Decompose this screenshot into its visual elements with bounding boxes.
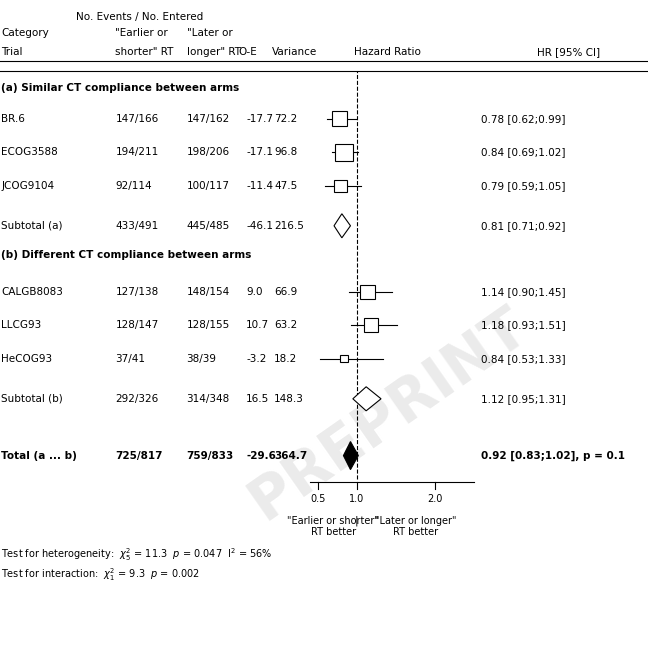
Text: -46.1: -46.1: [246, 221, 273, 230]
Text: 364.7: 364.7: [274, 451, 308, 460]
Text: 9.0: 9.0: [246, 287, 263, 297]
Text: 37/41: 37/41: [115, 354, 145, 363]
Text: "Later or longer"
RT better: "Later or longer" RT better: [375, 516, 456, 537]
Text: longer" RT: longer" RT: [187, 47, 241, 57]
Text: Total (a ... b): Total (a ... b): [1, 451, 77, 460]
Text: JCOG9104: JCOG9104: [1, 181, 54, 190]
Text: 1.12 [0.95;1.31]: 1.12 [0.95;1.31]: [480, 394, 566, 403]
Bar: [332, 112, 347, 126]
Bar: [335, 144, 353, 161]
Text: 148.3: 148.3: [274, 394, 304, 403]
Text: |: |: [355, 516, 358, 526]
Bar: [334, 180, 346, 192]
Text: Hazard Ratio: Hazard Ratio: [354, 47, 421, 57]
Text: No. Events / No. Entered: No. Events / No. Entered: [76, 12, 203, 21]
Text: 1.18 [0.93;1.51]: 1.18 [0.93;1.51]: [480, 321, 566, 330]
Polygon shape: [334, 214, 350, 238]
Text: 92/114: 92/114: [115, 181, 152, 190]
Text: 0.5: 0.5: [310, 494, 325, 504]
Text: 433/491: 433/491: [115, 221, 158, 230]
Text: 314/348: 314/348: [187, 394, 230, 403]
Text: Subtotal (b): Subtotal (b): [1, 394, 63, 403]
Text: 148/154: 148/154: [187, 287, 230, 297]
Text: 72.2: 72.2: [274, 114, 298, 124]
Text: 1.14 [0.90;1.45]: 1.14 [0.90;1.45]: [480, 287, 566, 297]
Text: 445/485: 445/485: [187, 221, 230, 230]
Text: 96.8: 96.8: [274, 148, 298, 157]
Text: Trial: Trial: [1, 47, 23, 57]
Text: 127/138: 127/138: [115, 287, 158, 297]
Text: 194/211: 194/211: [115, 148, 158, 157]
Text: shorter" RT: shorter" RT: [115, 47, 174, 57]
Text: 38/39: 38/39: [187, 354, 216, 363]
Text: (b) Different CT compliance between arms: (b) Different CT compliance between arms: [1, 250, 251, 260]
Text: "Earlier or: "Earlier or: [115, 29, 168, 38]
Text: 0.81 [0.71;0.92]: 0.81 [0.71;0.92]: [480, 221, 566, 230]
Text: 0.84 [0.69;1.02]: 0.84 [0.69;1.02]: [480, 148, 566, 157]
Text: "Earlier or shorter"
RT better: "Earlier or shorter" RT better: [287, 516, 380, 537]
Text: CALGB8083: CALGB8083: [1, 287, 63, 297]
Bar: [341, 355, 348, 363]
Text: 128/155: 128/155: [187, 321, 230, 330]
Text: 10.7: 10.7: [246, 321, 269, 330]
Text: HeCOG93: HeCOG93: [1, 354, 52, 363]
Text: 66.9: 66.9: [274, 287, 298, 297]
Text: 725/817: 725/817: [115, 451, 163, 460]
Text: -17.7: -17.7: [246, 114, 273, 124]
Text: 63.2: 63.2: [274, 321, 298, 330]
Text: O-E: O-E: [238, 47, 257, 57]
Text: (a) Similar CT compliance between arms: (a) Similar CT compliance between arms: [1, 84, 240, 93]
Text: 147/162: 147/162: [187, 114, 230, 124]
Text: 128/147: 128/147: [115, 321, 158, 330]
Text: 198/206: 198/206: [187, 148, 230, 157]
Text: 18.2: 18.2: [274, 354, 298, 363]
Polygon shape: [343, 442, 358, 470]
Text: LLCG93: LLCG93: [1, 321, 42, 330]
Text: -11.4: -11.4: [246, 181, 273, 190]
Text: Test for interaction:  $\chi^2_1$ = 9.3  $p$ = 0.002: Test for interaction: $\chi^2_1$ = 9.3 $…: [1, 566, 201, 583]
Bar: [364, 318, 378, 333]
Text: 2.0: 2.0: [428, 494, 443, 504]
Text: 100/117: 100/117: [187, 181, 230, 190]
Text: 0.84 [0.53;1.33]: 0.84 [0.53;1.33]: [480, 354, 566, 363]
Text: 0.92 [0.83;1.02], p = 0.1: 0.92 [0.83;1.02], p = 0.1: [480, 450, 625, 461]
Text: 147/166: 147/166: [115, 114, 158, 124]
Bar: [360, 285, 376, 299]
Text: HR [95% CI]: HR [95% CI]: [537, 47, 600, 57]
Text: 292/326: 292/326: [115, 394, 158, 403]
Text: 47.5: 47.5: [274, 181, 298, 190]
Polygon shape: [353, 387, 381, 411]
Text: PREPRINT: PREPRINT: [239, 297, 539, 531]
Text: 0.79 [0.59;1.05]: 0.79 [0.59;1.05]: [480, 181, 566, 190]
Text: "Later or: "Later or: [187, 29, 232, 38]
Text: -29.6: -29.6: [246, 451, 276, 460]
Text: 216.5: 216.5: [274, 221, 304, 230]
Text: ECOG3588: ECOG3588: [1, 148, 58, 157]
Text: 759/833: 759/833: [187, 451, 234, 460]
Text: Variance: Variance: [272, 47, 317, 57]
Text: -17.1: -17.1: [246, 148, 273, 157]
Text: 1.0: 1.0: [349, 494, 364, 504]
Text: Category: Category: [1, 29, 49, 38]
Text: 16.5: 16.5: [246, 394, 269, 403]
Text: Subtotal (a): Subtotal (a): [1, 221, 63, 230]
Text: Test for heterogeneity:  $\chi^2_5$ = 11.3  $p$ = 0.047  I$^2$ = 56%: Test for heterogeneity: $\chi^2_5$ = 11.…: [1, 546, 273, 563]
Text: BR.6: BR.6: [1, 114, 25, 124]
Text: -3.2: -3.2: [246, 354, 267, 363]
Text: 0.78 [0.62;0.99]: 0.78 [0.62;0.99]: [480, 114, 566, 124]
